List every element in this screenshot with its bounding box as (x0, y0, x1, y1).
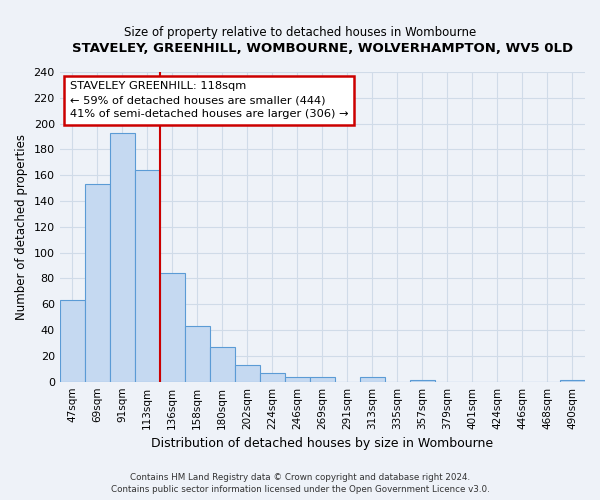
Text: STAVELEY GREENHILL: 118sqm
← 59% of detached houses are smaller (444)
41% of sem: STAVELEY GREENHILL: 118sqm ← 59% of deta… (70, 81, 349, 119)
Bar (59, 300, 85, 382)
Text: Size of property relative to detached houses in Wombourne: Size of property relative to detached ho… (124, 26, 476, 39)
Bar (560, 380, 585, 382)
X-axis label: Distribution of detached houses by size in Wombourne: Distribution of detached houses by size … (151, 437, 493, 450)
Bar (310, 376, 335, 382)
Bar (110, 132, 135, 382)
Bar (260, 372, 285, 382)
Y-axis label: Number of detached properties: Number of detached properties (15, 134, 28, 320)
Bar (135, 170, 160, 382)
Bar (360, 376, 385, 382)
Bar (160, 274, 185, 382)
Bar (410, 380, 435, 382)
Bar (235, 365, 260, 382)
Bar (85, 184, 110, 382)
Title: STAVELEY, GREENHILL, WOMBOURNE, WOLVERHAMPTON, WV5 0LD: STAVELEY, GREENHILL, WOMBOURNE, WOLVERHA… (72, 42, 573, 56)
Bar (285, 376, 310, 382)
Bar (185, 326, 210, 382)
Bar (210, 347, 235, 382)
Text: Contains HM Land Registry data © Crown copyright and database right 2024.
Contai: Contains HM Land Registry data © Crown c… (110, 472, 490, 494)
